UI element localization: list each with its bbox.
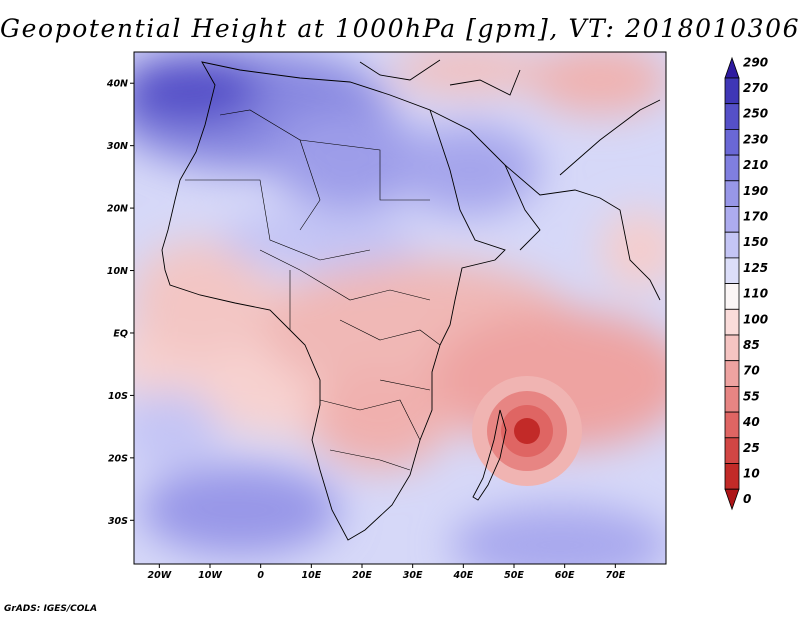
- colorbar-label: 190: [743, 184, 768, 198]
- y-tick-label: 20N: [107, 204, 128, 215]
- colorbar-swatch: [724, 77, 740, 105]
- coastlines: [161, 59, 661, 541]
- x-axis: 20W 10W 0 10E 20E 30E 40E 50E 60E 70E: [147, 564, 626, 581]
- map-frame: [133, 51, 667, 565]
- y-tick-label: EQ: [113, 328, 128, 339]
- colorbar-swatch: [724, 128, 740, 156]
- colorbar-label: 10: [743, 467, 760, 481]
- colorbar-swatch: [724, 437, 740, 464]
- y-tick-label: 30S: [108, 516, 128, 527]
- x-tick-label: 40E: [452, 570, 473, 581]
- colorbar-label: 85: [743, 338, 760, 352]
- height-field: [134, 52, 666, 564]
- x-tick-label: 10E: [301, 570, 321, 581]
- colorbar-label: 40: [742, 415, 760, 429]
- colorbar-swatch: [724, 154, 740, 182]
- colorbar-label: 230: [743, 132, 768, 146]
- x-tick-label: 10W: [198, 570, 222, 581]
- x-tick-label: 30E: [403, 570, 423, 581]
- x-tick-label: 20W: [147, 570, 171, 581]
- colorbar-swatch: [724, 283, 740, 310]
- colorbar-label: 70: [743, 364, 760, 378]
- colorbar-label: 290: [743, 55, 768, 69]
- country-borders: [185, 109, 441, 471]
- y-tick-label: 30N: [107, 141, 128, 152]
- colorbar-label: 0: [743, 492, 751, 506]
- y-axis: 40N 30N 20N 10N EQ 10S 20S 30S: [106, 79, 134, 527]
- colorbar-swatch: [724, 360, 740, 387]
- x-tick-label: 0: [257, 570, 264, 581]
- colorbar-swatch: [724, 463, 740, 490]
- grads-credit: GrADS: IGES/COLA: [4, 604, 98, 614]
- colorbar: 2902702502302101901701501251101008570554…: [724, 55, 768, 511]
- colorbar-swatch: [724, 206, 740, 233]
- y-tick-label: 40N: [106, 79, 128, 90]
- colorbar-swatch: [724, 180, 740, 207]
- colorbar-swatch: [724, 334, 740, 362]
- y-tick-label: 10S: [108, 391, 128, 402]
- x-tick-label: 50E: [504, 570, 524, 581]
- colorbar-label: 55: [743, 389, 760, 403]
- colorbar-swatch: [724, 411, 740, 439]
- x-tick-label: 60E: [555, 570, 575, 581]
- y-tick-label: 10N: [107, 266, 128, 277]
- colorbar-swatch: [724, 308, 740, 336]
- colorbar-swatch: [724, 103, 740, 130]
- x-tick-label: 20E: [352, 570, 372, 581]
- colorbar-label: 110: [743, 287, 768, 301]
- colorbar-label: 210: [743, 158, 768, 172]
- x-tick-label: 70E: [605, 570, 625, 581]
- colorbar-label: 270: [743, 81, 768, 95]
- colorbar-swatch: [724, 257, 740, 284]
- colorbar-label: 170: [743, 210, 768, 224]
- colorbar-label: 25: [743, 441, 760, 455]
- colorbar-swatch: [724, 231, 740, 259]
- colorbar-top-arrow: [724, 56, 740, 79]
- y-tick-label: 20S: [108, 453, 128, 464]
- map-title: Geopotential Height at 1000hPa [gpm], VT…: [0, 14, 800, 43]
- colorbar-label: 150: [743, 235, 768, 249]
- colorbar-label: 100: [743, 312, 768, 326]
- colorbar-label: 125: [743, 261, 768, 275]
- colorbar-bottom-arrow: [724, 488, 740, 511]
- colorbar-label: 250: [743, 107, 768, 121]
- colorbar-swatch: [724, 385, 740, 413]
